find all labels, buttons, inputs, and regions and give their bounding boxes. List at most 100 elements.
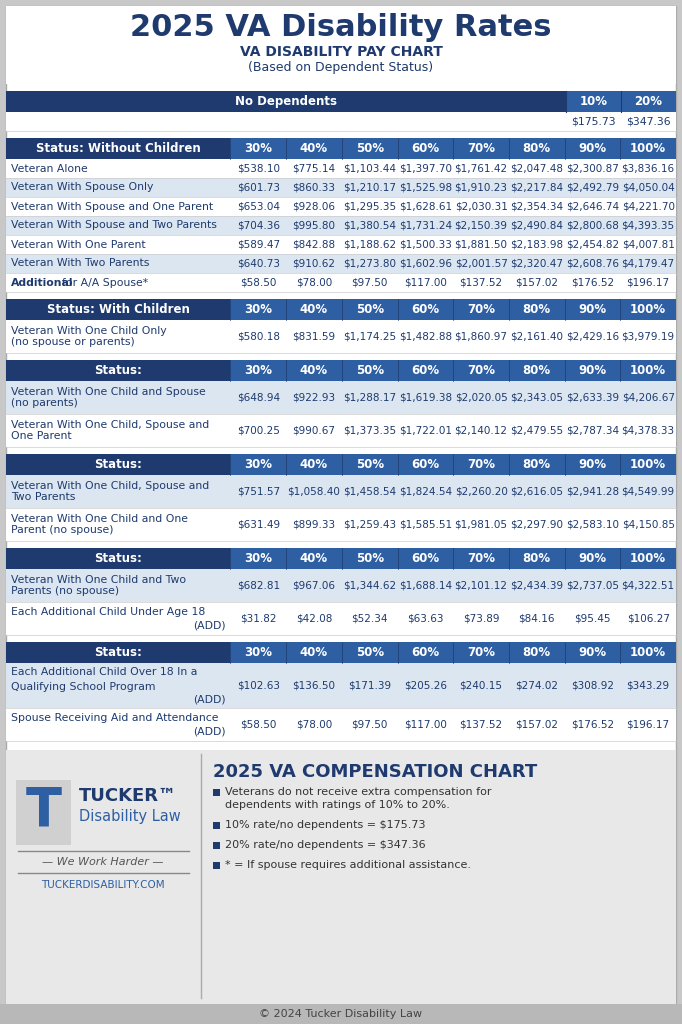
Text: $922.93: $922.93 (293, 392, 336, 402)
Text: $1,288.17: $1,288.17 (343, 392, 396, 402)
Text: 70%: 70% (467, 303, 495, 316)
Text: 70%: 70% (467, 646, 495, 659)
Text: TUCKERDISABILITY.COM: TUCKERDISABILITY.COM (41, 880, 165, 890)
Text: $2,300.87: $2,300.87 (566, 164, 619, 173)
Bar (16, 780, 71, 845)
Text: $1,380.54: $1,380.54 (343, 220, 396, 230)
Text: — We Work Harder —: — We Work Harder — (42, 857, 164, 867)
Text: Status: With Children: Status: With Children (47, 303, 190, 316)
Text: $3,979.19: $3,979.19 (621, 332, 674, 341)
Text: $240.15: $240.15 (460, 681, 503, 690)
Text: for A/A Spouse*: for A/A Spouse* (62, 278, 148, 288)
Text: 80%: 80% (522, 458, 551, 471)
Bar (6, 642, 676, 663)
Text: $205.26: $205.26 (404, 681, 447, 690)
Bar (621, 299, 676, 319)
Bar (398, 138, 454, 159)
Text: Veteran With One Child and One
Parent (no spouse): Veteran With One Child and One Parent (n… (11, 514, 188, 536)
Bar (6, 569, 676, 602)
Text: 90%: 90% (578, 552, 606, 565)
Text: $580.18: $580.18 (237, 332, 280, 341)
Text: $2,354.34: $2,354.34 (510, 202, 563, 212)
Text: 50%: 50% (355, 646, 384, 659)
Text: 90%: 90% (578, 303, 606, 316)
Text: $1,397.70: $1,397.70 (399, 164, 452, 173)
Text: 70%: 70% (467, 364, 495, 377)
Bar (286, 299, 342, 319)
Text: $171.39: $171.39 (348, 681, 391, 690)
Bar (342, 299, 398, 319)
Bar (565, 138, 621, 159)
Bar (454, 299, 509, 319)
Text: $2,101.12: $2,101.12 (455, 581, 507, 591)
Bar (6, 138, 676, 159)
Text: Veteran With One Child, Spouse and
Two Parents: Veteran With One Child, Spouse and Two P… (11, 480, 209, 503)
Text: $58.50: $58.50 (240, 278, 276, 288)
Bar (6, 360, 676, 381)
Text: $1,259.43: $1,259.43 (343, 519, 396, 529)
Text: $1,860.97: $1,860.97 (455, 332, 507, 341)
Text: $2,020.05: $2,020.05 (455, 392, 507, 402)
Text: $102.63: $102.63 (237, 681, 280, 690)
Text: 40%: 40% (300, 303, 328, 316)
Text: $1,585.51: $1,585.51 (399, 519, 452, 529)
Bar (6, 602, 676, 635)
Bar (509, 454, 565, 475)
Text: 70%: 70% (467, 552, 495, 565)
Bar (213, 790, 220, 796)
Text: 40%: 40% (300, 552, 328, 565)
Text: 60%: 60% (411, 364, 439, 377)
Text: $601.73: $601.73 (237, 182, 280, 193)
Text: $2,479.55: $2,479.55 (510, 426, 563, 435)
Bar (6, 750, 676, 1004)
Text: T: T (25, 784, 61, 837)
Text: © 2024 Tucker Disability Law: © 2024 Tucker Disability Law (259, 1009, 423, 1019)
Text: Veteran With Two Parents: Veteran With Two Parents (11, 258, 149, 268)
Text: $640.73: $640.73 (237, 258, 280, 268)
Text: $176.52: $176.52 (571, 278, 614, 288)
Bar (6, 178, 676, 197)
Text: $4,378.33: $4,378.33 (621, 426, 674, 435)
Text: $73.89: $73.89 (463, 613, 499, 624)
Text: $2,429.16: $2,429.16 (566, 332, 619, 341)
Text: $2,608.76: $2,608.76 (566, 258, 619, 268)
Bar (286, 360, 342, 381)
Text: 90%: 90% (578, 458, 606, 471)
Bar (342, 548, 398, 569)
Text: dependents with ratings of 10% to 20%.: dependents with ratings of 10% to 20%. (225, 800, 450, 810)
Text: 60%: 60% (411, 303, 439, 316)
Bar (566, 91, 621, 112)
Bar (213, 822, 220, 829)
Text: Veteran With One Parent: Veteran With One Parent (11, 240, 146, 250)
Text: $136.50: $136.50 (293, 681, 336, 690)
Text: $1,731.24: $1,731.24 (399, 220, 452, 230)
Text: $196.17: $196.17 (627, 720, 670, 729)
Text: $1,295.35: $1,295.35 (343, 202, 396, 212)
Text: Status:: Status: (94, 552, 142, 565)
Text: $196.17: $196.17 (627, 278, 670, 288)
Text: 20%: 20% (634, 95, 662, 108)
Text: $4,150.85: $4,150.85 (622, 519, 674, 529)
Text: 10% rate/no dependents = $175.73: 10% rate/no dependents = $175.73 (225, 820, 426, 830)
Bar (621, 91, 676, 112)
Bar (398, 299, 454, 319)
Text: 30%: 30% (244, 303, 272, 316)
Text: 50%: 50% (355, 364, 384, 377)
Text: (ADD): (ADD) (193, 727, 226, 737)
Text: $1,273.80: $1,273.80 (343, 258, 396, 268)
Text: $2,183.98: $2,183.98 (510, 240, 563, 250)
Text: $157.02: $157.02 (516, 278, 559, 288)
Text: 60%: 60% (411, 142, 439, 155)
Text: $631.49: $631.49 (237, 519, 280, 529)
Text: $4,549.99: $4,549.99 (621, 486, 674, 497)
Bar (398, 360, 454, 381)
Text: 80%: 80% (522, 364, 551, 377)
Text: Status:: Status: (94, 364, 142, 377)
Text: 60%: 60% (411, 458, 439, 471)
Text: 30%: 30% (244, 646, 272, 659)
Text: $2,217.84: $2,217.84 (510, 182, 563, 193)
Bar (398, 548, 454, 569)
Bar (565, 454, 621, 475)
Text: $3,836.16: $3,836.16 (621, 164, 674, 173)
Bar (509, 548, 565, 569)
